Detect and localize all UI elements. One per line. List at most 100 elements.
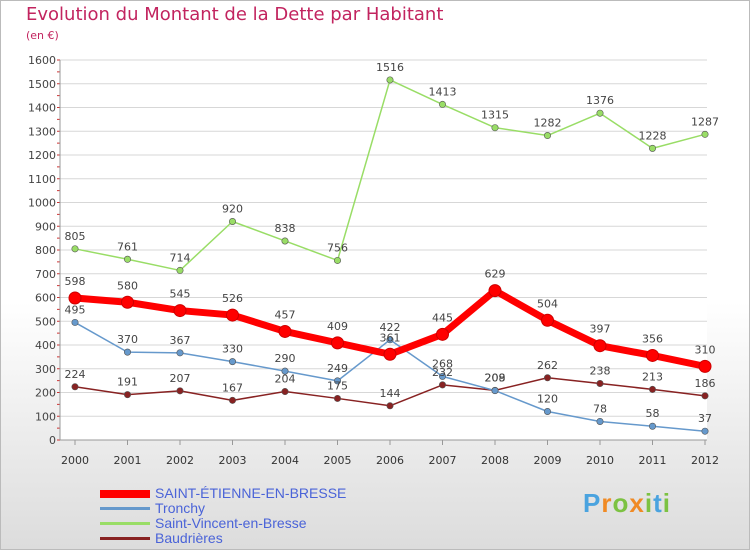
data-label: 714 [170,251,191,264]
data-label: 920 [222,203,243,216]
logo-letter: o [612,488,630,518]
data-point [173,304,187,318]
data-label: 207 [170,372,191,385]
chart-title: Evolution du Montant de la Dette par Hab… [26,4,444,25]
data-point [701,392,709,400]
data-label: 545 [170,288,191,301]
logo-letter: i [644,488,654,518]
data-point [281,237,289,245]
data-label: 409 [327,320,348,333]
data-label: 144 [380,387,401,400]
data-point [226,308,239,322]
data-point [488,284,502,298]
data-label: 504 [537,297,558,310]
logo-letter: i [662,488,671,518]
data-point [438,381,446,389]
series-0 [68,284,712,373]
data-label: 838 [275,222,296,235]
series-2 [71,76,709,274]
data-point [124,391,132,399]
legend-swatch [100,490,150,498]
data-point [71,318,79,326]
data-point [383,347,397,361]
data-label: 290 [275,352,296,365]
data-label: 580 [117,279,138,292]
data-point [648,385,656,393]
data-point [698,359,712,373]
data-point [176,387,184,395]
data-point [491,387,499,395]
data-point [71,245,79,253]
data-label: 238 [590,364,611,377]
data-label: 232 [432,366,453,379]
y-tick-label: 700 [35,268,56,281]
data-point [68,291,82,305]
y-tick-label: 600 [35,292,56,305]
data-point [176,266,184,274]
logo-letter: x [629,488,645,518]
logo-letter: P [583,488,602,518]
x-tick-label: 2008 [481,454,509,467]
series-3 [71,374,709,410]
legend-label: Baudrières [155,530,223,546]
legend-swatch [100,507,150,510]
data-point [278,324,292,338]
data-point [386,76,394,84]
data-point [593,339,607,353]
data-label: 445 [432,311,453,324]
data-point [596,109,604,117]
x-tick-label: 2012 [691,454,719,467]
data-point [541,313,554,327]
data-label: 191 [117,376,138,389]
data-label: 204 [275,373,296,386]
y-tick-label: 200 [35,387,56,400]
data-label: 1376 [586,94,614,107]
y-tick-label: 800 [35,244,56,257]
logo-letter: t [653,488,663,518]
legend-label: SAINT-ÉTIENNE-EN-BRESSE [155,485,347,501]
data-label: 224 [65,368,86,381]
proxiti-logo: Proxiti [583,488,671,519]
data-point [124,348,132,356]
data-point [543,407,551,415]
data-label: 367 [170,334,191,347]
data-point [121,295,134,309]
logo-letter: r [601,488,613,518]
data-label: 1413 [429,85,457,98]
data-point [491,124,499,132]
data-point [333,256,341,264]
data-label: 1287 [691,115,719,128]
y-tick-label: 400 [35,339,56,352]
data-label: 361 [380,331,401,344]
data-point [596,417,604,425]
x-tick-label: 2006 [376,454,404,467]
data-point [386,336,394,344]
data-point [229,218,237,226]
data-point [333,377,341,385]
y-tick-label: 1500 [28,78,56,91]
data-label: 120 [537,393,558,406]
data-point [386,402,394,410]
chart-series: 805 761 714 920 838 756 1516 1413 1315 1282 1376 12… [65,61,719,435]
x-tick-label: 2010 [586,454,614,467]
y-tick-label: 1100 [28,173,56,186]
series-1 [71,318,709,435]
legend-swatch [100,522,150,525]
data-point [331,336,344,350]
data-point [701,130,709,138]
data-label: 37 [698,412,712,425]
y-tick-label: 500 [35,315,56,328]
data-label: 58 [646,407,660,420]
data-point [543,132,551,140]
x-tick-label: 2007 [429,454,457,467]
y-tick-label: 100 [35,410,56,423]
data-label: 457 [275,308,296,321]
x-tick-label: 2000 [61,454,89,467]
x-tick-label: 2001 [114,454,142,467]
x-tick-label: 2009 [534,454,562,467]
data-point [124,255,132,263]
y-tick-label: 900 [35,220,56,233]
data-label: 208 [485,372,506,385]
x-tick-label: 2004 [271,454,299,467]
data-label: 1516 [376,61,404,74]
